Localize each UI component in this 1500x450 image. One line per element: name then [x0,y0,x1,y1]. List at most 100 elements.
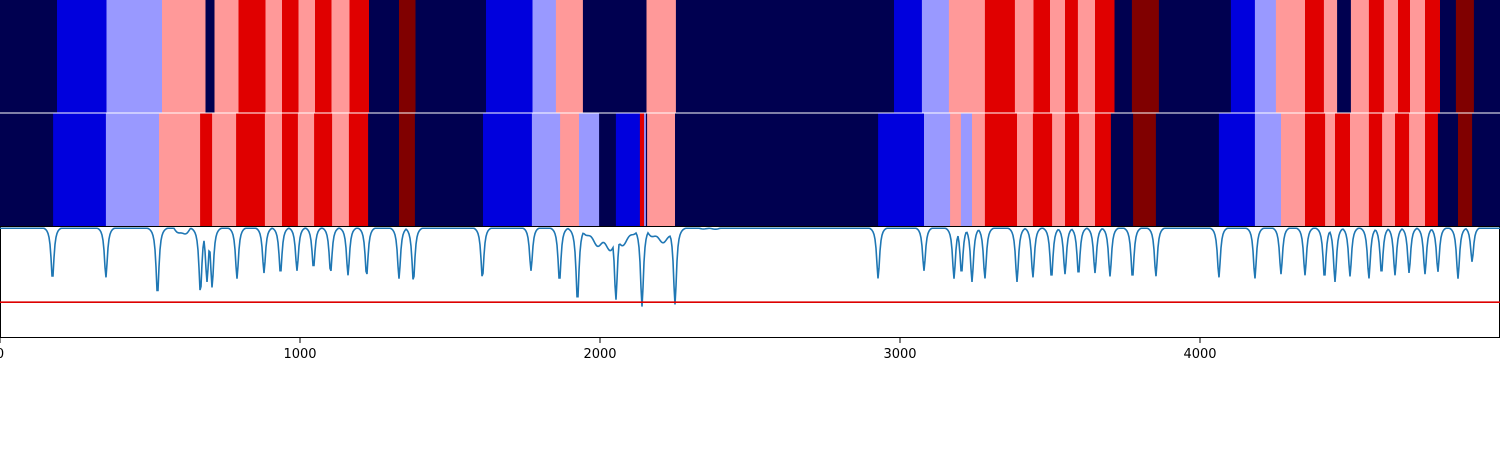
heat-cell-0-39 [1323,0,1338,113]
heat-cell-0-36 [1254,0,1277,113]
heat-cell-0-19 [582,0,647,113]
heat-cell-1-12 [348,113,369,226]
heat-cell-1-36 [1065,113,1080,226]
heat-cell-1-39 [1110,113,1134,226]
x-axis: 0 1000 2000 3000 4000 [0,338,1217,362]
heat-cell-1-15 [414,113,484,226]
heat-cell-0-45 [1410,0,1426,113]
heat-cell-1-33 [1017,113,1034,226]
heat-cell-1-32 [984,113,1018,226]
heat-cell-0-12 [349,0,370,113]
heat-cell-0-0 [0,0,58,113]
heat-cell-0-48 [1455,0,1475,113]
heat-cell-1-8 [282,113,299,226]
heat-cell-0-17 [532,0,557,113]
heat-cell-1-1 [53,113,107,226]
heat-cell-0-22 [894,0,923,113]
heat-cell-0-32 [1114,0,1133,113]
heat-cell-1-11 [332,113,350,226]
heat-cell-1-16 [483,113,533,226]
heat-cell-1-38 [1095,113,1112,226]
heat-cell-1-5 [212,113,237,226]
heat-cell-0-35 [1230,0,1256,113]
heat-cell-0-9 [298,0,316,113]
heat-cell-0-37 [1275,0,1306,113]
heat-cell-0-6 [238,0,266,113]
heat-cell-0-8 [282,0,299,113]
heat-cell-0-14 [399,0,416,113]
heat-cell-0-16 [486,0,533,113]
heat-cell-0-7 [265,0,283,113]
heat-cell-0-25 [984,0,1016,113]
heat-cell-1-0 [0,113,54,226]
heat-cell-1-43 [1254,113,1282,226]
heat-cell-1-6 [236,113,266,226]
heat-cell-0-40 [1337,0,1352,113]
heat-cell-0-1 [57,0,107,113]
heat-cell-0-15 [415,0,487,113]
heat-cell-1-9 [297,113,315,226]
heat-cell-1-28 [924,113,951,226]
heat-cell-1-53 [1425,113,1439,226]
heat-cell-1-25 [647,113,676,226]
heat-cell-1-26 [675,113,879,226]
heat-cell-1-30 [960,113,973,226]
heat-cell-1-34 [1032,113,1053,226]
heat-cell-0-42 [1368,0,1385,113]
heat-cell-1-35 [1052,113,1066,226]
heat-cell-1-52 [1409,113,1426,226]
heat-cell-0-20 [646,0,677,113]
heat-cell-0-2 [106,0,163,113]
heat-cell-1-44 [1281,113,1306,226]
heat-cell-1-23 [644,113,647,226]
x-tick-label-2: 2000 [583,347,616,362]
heat-cell-1-22 [639,113,645,226]
x-tick-label-3: 3000 [883,347,916,362]
heat-cell-0-44 [1398,0,1411,113]
x-tick-label-4: 4000 [1183,347,1216,362]
heat-cell-1-19 [579,113,600,226]
line-panel [0,226,1500,338]
heat-cell-0-4 [205,0,215,113]
heat-cell-1-17 [531,113,561,226]
heat-cell-1-40 [1133,113,1157,226]
heat-cell-1-47 [1335,113,1351,226]
heat-cell-1-10 [314,113,333,226]
heatmap-top [0,0,1500,113]
heat-cell-0-41 [1350,0,1370,113]
heat-cell-1-51 [1395,113,1410,226]
heat-cell-1-27 [878,113,925,226]
x-tick-label-1: 1000 [283,347,316,362]
heat-cell-1-14 [399,113,416,226]
heat-cell-1-7 [264,113,283,226]
heat-cell-0-23 [921,0,950,113]
heat-cell-0-38 [1305,0,1325,113]
heat-cell-0-11 [331,0,350,113]
heat-cell-1-41 [1155,113,1220,226]
heat-cell-1-13 [368,113,400,226]
heat-cell-0-30 [1077,0,1096,113]
heat-cell-0-31 [1095,0,1115,113]
heat-cell-1-50 [1382,113,1396,226]
heat-cell-0-49 [1473,0,1500,113]
heat-cell-0-33 [1131,0,1160,113]
heat-cell-1-49 [1368,113,1383,226]
heat-cell-0-18 [555,0,584,113]
line-panel-frame [0,226,1500,338]
heat-cell-0-46 [1425,0,1441,113]
heat-cell-0-13 [369,0,400,113]
heat-cell-1-2 [105,113,160,226]
heat-cell-1-56 [1472,113,1500,226]
heat-cell-0-21 [675,0,895,113]
heat-cell-1-3 [159,113,201,226]
heat-cell-1-37 [1079,113,1096,226]
heat-cell-0-34 [1158,0,1232,113]
heat-cell-1-4 [200,113,213,226]
heat-cell-0-27 [1033,0,1051,113]
heat-cell-0-24 [948,0,986,113]
heat-cell-0-47 [1440,0,1457,113]
heatmap-bottom [0,113,1500,226]
heat-cell-1-42 [1218,113,1256,226]
heat-cell-1-29 [950,113,962,226]
